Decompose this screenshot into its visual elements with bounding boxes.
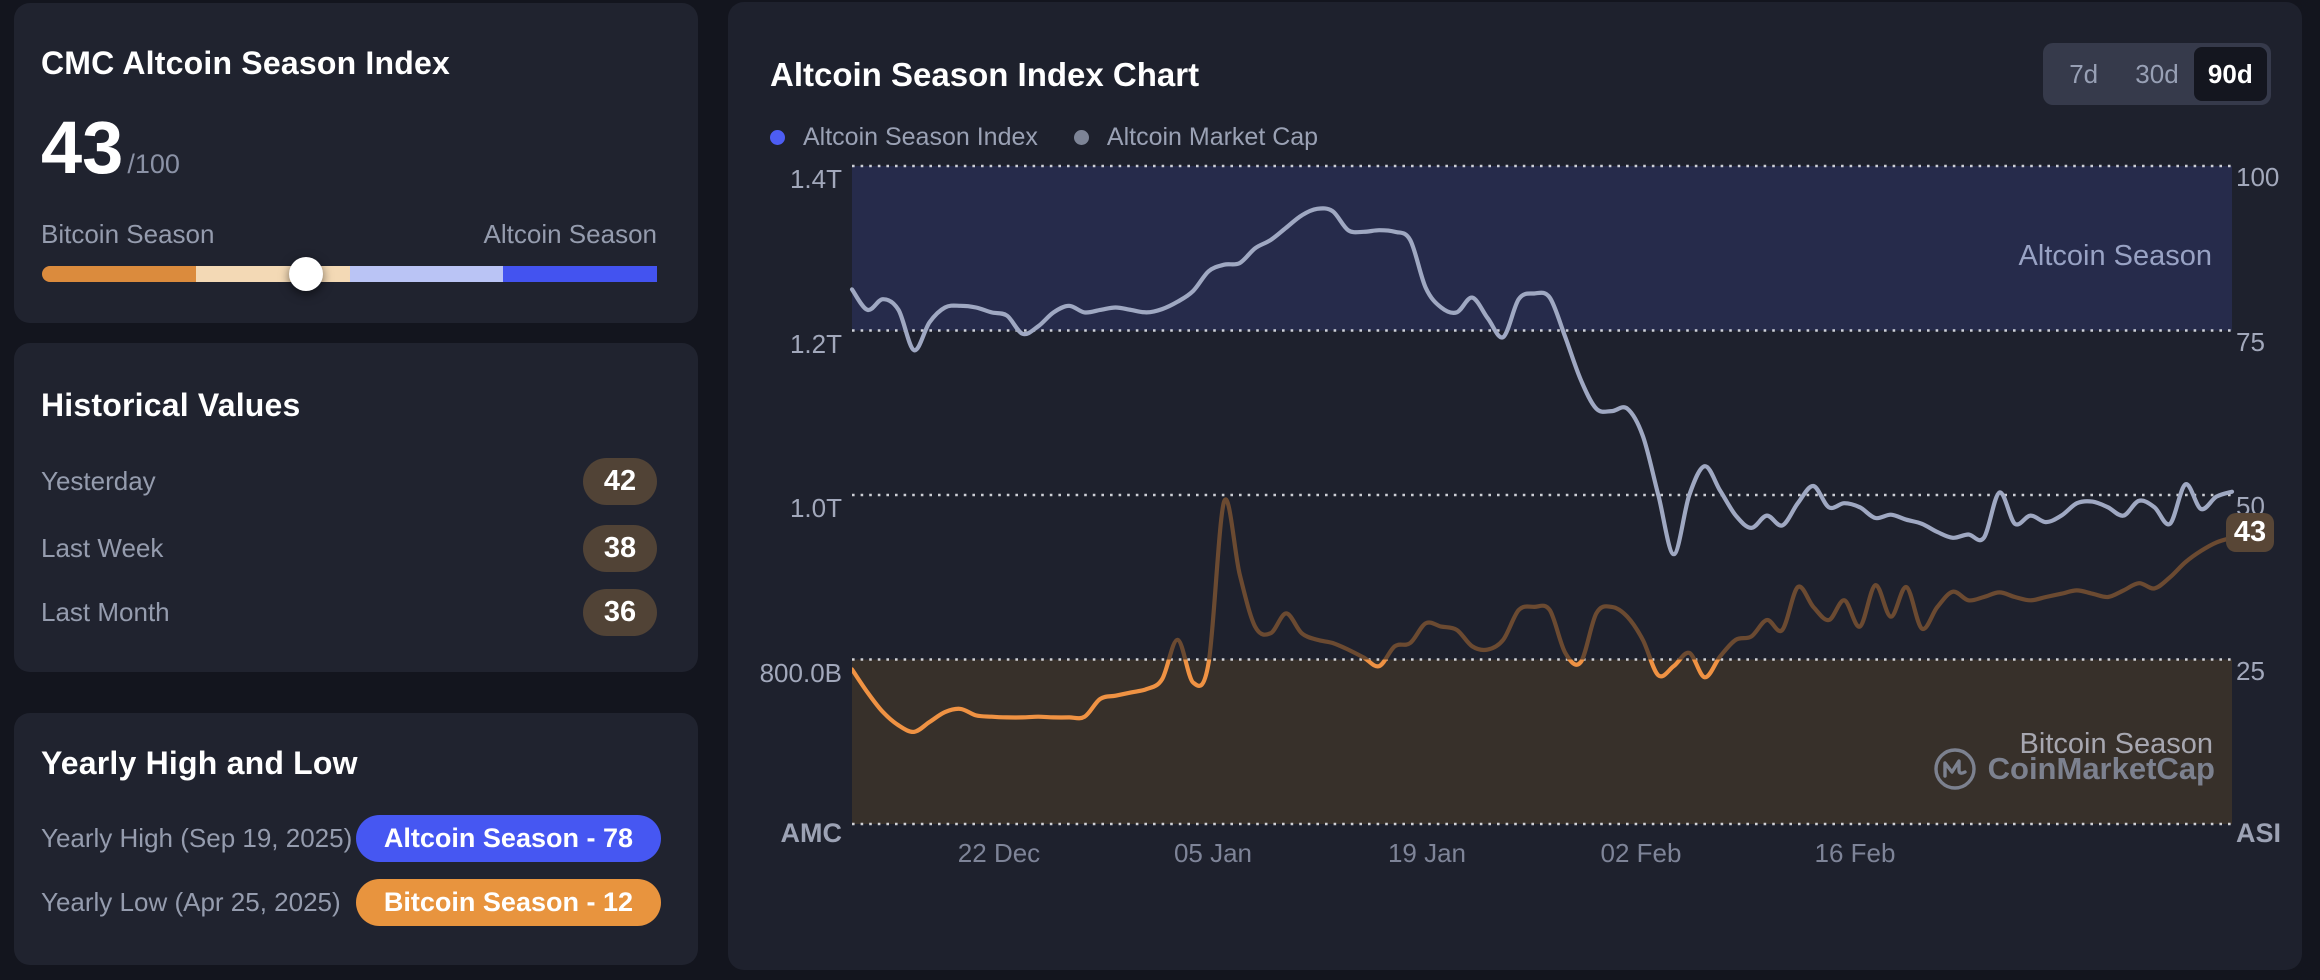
history-value-badge: 42 <box>583 457 657 505</box>
history-card-title: Historical Values <box>41 387 301 423</box>
history-row-last-month: Last Month 36 <box>41 588 657 636</box>
altcoin-season-label: Altcoin Season <box>483 219 657 249</box>
left-axis-tick: 800.0B <box>759 658 842 688</box>
x-axis-tick: 02 Feb <box>1600 838 1682 868</box>
legend-dot-blue-icon <box>770 130 785 145</box>
history-row-last-week: Last Week 38 <box>41 524 657 572</box>
x-axis-tick: 19 Jan <box>1387 838 1467 868</box>
bitcoin-season-label: Bitcoin Season <box>41 219 215 249</box>
coinmarketcap-watermark: CoinMarketCap <box>1932 746 2215 792</box>
chart-legend: Altcoin Season Index Altcoin Market Cap <box>770 123 1318 152</box>
slider-segment-lower-mid <box>195 266 350 282</box>
chart-title: Altcoin Season Index Chart <box>770 56 1200 93</box>
watermark-text: CoinMarketCap <box>1987 751 2215 786</box>
index-card: CMC Altcoin Season Index 43 /100 Bitcoin… <box>14 3 698 323</box>
index-value: 43 <box>41 106 124 189</box>
legend-item-amc[interactable]: Altcoin Market Cap <box>1073 123 1319 152</box>
history-label: Last Week <box>41 532 164 563</box>
slider-segment-bitcoin <box>42 266 196 282</box>
range-button-7d[interactable]: 7d <box>2047 47 2120 101</box>
right-axis-tick: 25 <box>2236 656 2265 686</box>
range-selector: 7d 30d 90d <box>2043 43 2271 105</box>
yearly-low-row: Yearly Low (Apr 25, 2025) Bitcoin Season… <box>41 878 661 926</box>
slider-segment-upper-mid <box>349 266 504 282</box>
range-button-30d[interactable]: 30d <box>2120 47 2193 101</box>
amc-axis-corner-label: AMC <box>780 818 843 848</box>
left-axis-tick: 1.0T <box>789 493 842 523</box>
bitcoin-season-zone-label: Bitcoin Season <box>2019 728 2213 760</box>
left-axis-tick: 1.4T <box>789 164 842 194</box>
yearly-low-pill: Bitcoin Season - 12 <box>355 878 661 926</box>
season-index-slider[interactable] <box>42 257 657 291</box>
yearly-card: Yearly High and Low Yearly High (Sep 19,… <box>14 713 698 965</box>
left-axis-tick: 1.2T <box>789 329 842 359</box>
x-axis-tick: 05 Jan <box>1173 838 1253 868</box>
legend-label: Altcoin Market Cap <box>1106 123 1319 151</box>
legend-label: Altcoin Season Index <box>803 123 1038 151</box>
range-button-90d[interactable]: 90d <box>2193 47 2267 101</box>
x-axis-tick: 22 Dec <box>957 838 1041 868</box>
index-value-max: /100 <box>127 149 180 179</box>
index-card-title: CMC Altcoin Season Index <box>41 45 451 81</box>
history-value-badge: 38 <box>583 524 657 572</box>
x-axis-tick: 16 Feb <box>1814 838 1896 868</box>
legend-item-asi[interactable]: Altcoin Season Index <box>770 123 1038 152</box>
history-value-badge: 36 <box>583 588 657 636</box>
altcoin-season-zone-label: Altcoin Season <box>2018 240 2212 272</box>
right-axis-tick: 75 <box>2236 327 2265 357</box>
legend-dot-gray-icon <box>1073 130 1089 145</box>
slider-segment-altcoin <box>503 266 657 282</box>
yearly-high-label: Yearly High (Sep 19, 2025) <box>41 822 353 853</box>
yearly-card-title: Yearly High and Low <box>41 745 358 781</box>
history-card: Historical Values Yesterday 42 Last Week… <box>14 343 698 672</box>
yearly-high-row: Yearly High (Sep 19, 2025) Altcoin Seaso… <box>41 814 661 862</box>
yearly-low-label: Yearly Low (Apr 25, 2025) <box>41 886 341 917</box>
yearly-high-pill: Altcoin Season - 78 <box>355 814 661 862</box>
chart-card: Altcoin Season Index Chart 7d 30d 90d Al… <box>728 2 2302 970</box>
season-scale-labels: Bitcoin Season Altcoin Season <box>41 219 657 250</box>
history-label: Yesterday <box>41 465 156 496</box>
coinmarketcap-logo-icon <box>1933 748 1976 790</box>
current-value-badge: 43 <box>2226 513 2274 552</box>
history-label: Last Month <box>41 596 170 627</box>
right-axis-tick: 100 <box>2236 162 2280 192</box>
asi-axis-corner-label: ASI <box>2236 818 2282 848</box>
slider-thumb[interactable] <box>289 257 324 291</box>
index-value-row: 43 /100 <box>41 111 180 185</box>
history-row-yesterday: Yesterday 42 <box>41 457 657 505</box>
